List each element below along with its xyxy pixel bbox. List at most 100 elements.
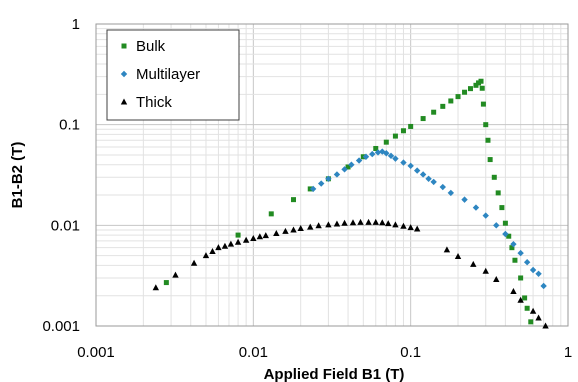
data-point — [524, 305, 530, 311]
data-point — [392, 133, 398, 139]
legend-item-bulk: Bulk — [121, 38, 166, 55]
data-point — [413, 167, 421, 174]
data-point — [273, 229, 280, 236]
data-point — [461, 196, 468, 203]
data-point — [467, 86, 473, 92]
data-point — [419, 171, 427, 178]
data-point — [256, 233, 264, 240]
data-point — [242, 236, 250, 243]
data-point — [373, 145, 379, 151]
data-point — [470, 260, 477, 267]
data-point — [268, 211, 274, 217]
data-point — [392, 155, 399, 162]
data-point — [234, 238, 242, 245]
data-point — [235, 232, 241, 238]
data-point — [528, 319, 534, 325]
data-point — [517, 249, 524, 257]
data-point — [290, 226, 297, 233]
data-point — [325, 221, 332, 228]
x-tick-label: 0.001 — [77, 344, 115, 361]
data-point — [510, 240, 517, 248]
data-point — [535, 314, 542, 321]
y-tick-labels: 0.001 0.01 0.1 1 — [42, 16, 80, 335]
data-point — [479, 85, 485, 91]
data-point — [425, 175, 432, 182]
data-point — [517, 296, 524, 303]
legend-label: Bulk — [136, 38, 166, 55]
data-point — [400, 128, 406, 134]
data-point — [365, 218, 372, 225]
legend-items: Bulk Multilayer Thick — [120, 38, 200, 111]
data-point — [369, 150, 376, 158]
data-point — [473, 82, 479, 88]
data-point — [383, 139, 389, 145]
data-point — [325, 175, 332, 182]
data-point — [506, 233, 512, 239]
x-tick-label: 0.1 — [400, 344, 421, 361]
data-point — [431, 109, 437, 115]
data-point — [215, 244, 222, 251]
data-point — [341, 219, 348, 226]
data-point — [379, 219, 386, 226]
data-point — [202, 252, 210, 259]
data-point — [348, 161, 355, 168]
data-point — [448, 98, 454, 104]
data-point — [227, 240, 235, 247]
data-point — [387, 152, 395, 160]
data-point — [439, 183, 446, 191]
data-point — [400, 159, 407, 166]
data-point — [529, 307, 537, 314]
data-point — [522, 295, 528, 301]
y-axis-title: B1-B2 (T) — [9, 142, 26, 209]
data-point — [221, 242, 229, 249]
data-point — [472, 204, 480, 211]
data-point — [512, 257, 518, 263]
data-point — [357, 218, 364, 225]
data-point — [455, 94, 461, 100]
data-point — [163, 280, 169, 286]
data-point — [510, 288, 517, 295]
data-point — [430, 178, 437, 186]
data-point — [374, 149, 382, 156]
series-bulk — [163, 78, 534, 325]
data-point — [333, 171, 341, 178]
data-point — [535, 270, 542, 278]
data-points — [152, 78, 549, 329]
data-point — [407, 224, 414, 231]
data-point — [485, 137, 491, 143]
data-point — [447, 189, 455, 197]
series-thick — [152, 218, 549, 329]
data-point — [250, 234, 257, 241]
data-point — [542, 322, 549, 329]
data-point — [309, 185, 317, 193]
data-point — [478, 78, 484, 84]
data-point — [495, 190, 501, 196]
legend-marker — [120, 98, 128, 105]
legend: Bulk Multilayer Thick — [106, 29, 240, 121]
data-point — [290, 197, 296, 203]
data-point — [523, 259, 531, 266]
data-point — [443, 246, 451, 253]
data-point — [372, 218, 379, 225]
data-point — [509, 245, 515, 251]
data-point — [407, 162, 414, 170]
data-point — [493, 222, 500, 229]
y-tick-label: 0.001 — [42, 318, 80, 335]
y-tick-label: 0.1 — [59, 117, 80, 134]
x-tick-label: 0.01 — [239, 344, 268, 361]
series-multilayer — [309, 148, 547, 290]
legend-box — [106, 29, 240, 121]
data-point — [315, 222, 322, 229]
data-point — [408, 123, 414, 129]
legend-label: Thick — [136, 94, 172, 111]
data-point — [383, 150, 390, 157]
legend-label: Multilayer — [136, 66, 200, 83]
data-point — [190, 259, 198, 266]
data-point — [318, 180, 325, 187]
data-point — [400, 222, 407, 229]
data-point — [462, 89, 468, 95]
data-point — [529, 266, 537, 274]
data-point — [392, 221, 399, 228]
